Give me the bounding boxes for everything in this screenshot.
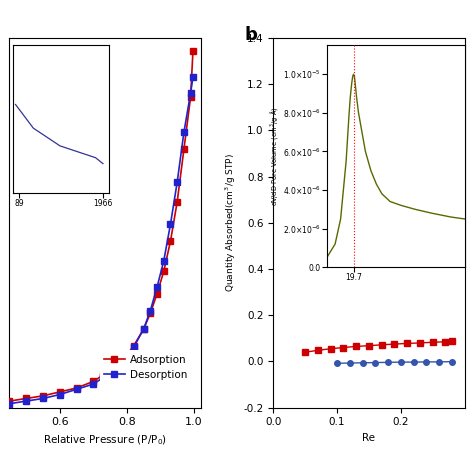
Adsorption [7, 398, 12, 404]
Desorption [154, 284, 160, 290]
Desorption [7, 401, 12, 407]
X-axis label: Relative Pressure (P/P$_0$): Relative Pressure (P/P$_0$) [43, 433, 167, 447]
Line: Adsorption: Adsorption [7, 48, 196, 404]
Adsorption [131, 343, 137, 349]
Adsorption [174, 199, 180, 205]
Desorption [181, 129, 187, 135]
Line: Desorption: Desorption [7, 74, 196, 407]
Desorption [74, 386, 80, 392]
Desorption [57, 392, 63, 397]
Y-axis label: Quantity Absorbed(cm$^3$/g STP): Quantity Absorbed(cm$^3$/g STP) [223, 153, 238, 292]
Adsorption [181, 146, 187, 152]
Legend: Adsorption, Desorption: Adsorption, Desorption [100, 350, 191, 384]
Adsorption [147, 310, 153, 316]
Desorption [190, 74, 196, 80]
Adsorption [110, 365, 116, 371]
Adsorption [91, 379, 96, 384]
Desorption [40, 396, 46, 401]
Adsorption [168, 238, 173, 244]
Desorption [161, 258, 167, 264]
Adsorption [74, 385, 80, 391]
Desorption [174, 179, 180, 185]
Adsorption [190, 48, 196, 54]
Desorption [168, 221, 173, 227]
Adsorption [141, 326, 146, 332]
Adsorption [154, 291, 160, 296]
Desorption [110, 367, 116, 373]
Adsorption [121, 356, 127, 362]
Desorption [23, 398, 29, 404]
Adsorption [161, 268, 167, 274]
Text: b: b [244, 26, 257, 44]
Desorption [147, 308, 153, 313]
Desorption [100, 374, 106, 380]
Desorption [121, 357, 127, 363]
Desorption [141, 326, 146, 332]
X-axis label: Re: Re [363, 433, 375, 443]
Adsorption [40, 393, 46, 399]
Desorption [131, 345, 137, 350]
Desorption [188, 90, 193, 96]
Desorption [91, 381, 96, 387]
Adsorption [57, 389, 63, 395]
Adsorption [23, 396, 29, 401]
Adsorption [100, 372, 106, 378]
Adsorption [188, 94, 193, 100]
